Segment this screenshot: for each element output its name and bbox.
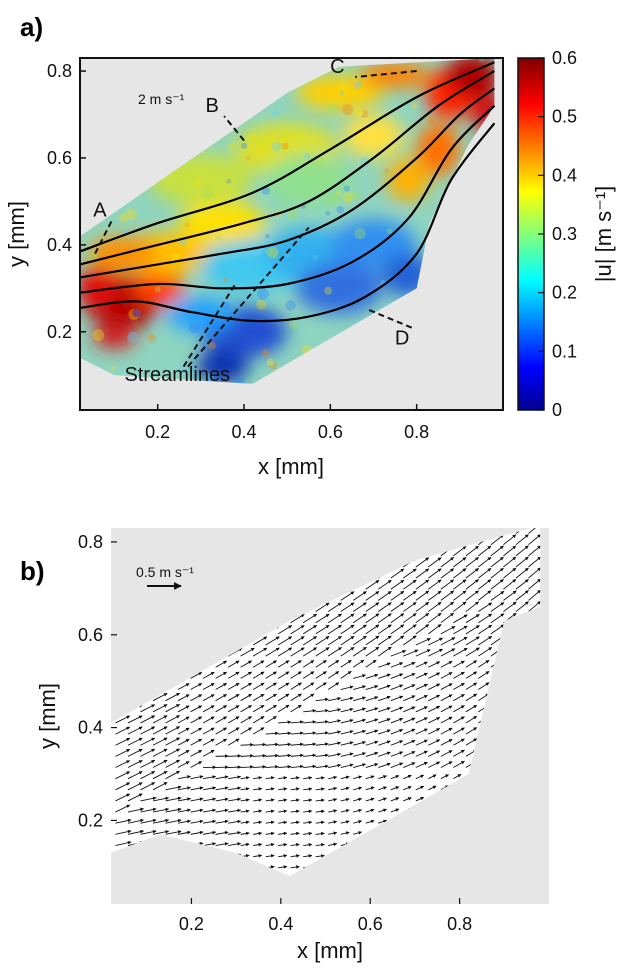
colorbar-tick-label: 0.2 bbox=[552, 283, 577, 303]
panel-a-y-tick-label: 0.8 bbox=[47, 61, 72, 81]
velocity-vector bbox=[228, 767, 241, 768]
panel-b-x-tick-label: 0.6 bbox=[358, 914, 383, 934]
panel-a-scale-label: 2 m s⁻¹ bbox=[138, 91, 185, 107]
colorbar-tick-label: 0.1 bbox=[552, 341, 577, 361]
heatmap-speckle-dot bbox=[265, 234, 270, 239]
panel-a-y-axis-label: y [mm] bbox=[4, 201, 29, 267]
colorbar-tick-label: 0.4 bbox=[552, 165, 577, 185]
heatmap-speckle-dot bbox=[281, 143, 288, 150]
panel-a-x-tick-label: 0.6 bbox=[318, 422, 343, 442]
heatmap-speckle-dot bbox=[92, 329, 104, 341]
heatmap-speckle-dot bbox=[148, 334, 157, 343]
heatmap-speckle-dot bbox=[324, 287, 332, 295]
heatmap-speckle-dot bbox=[280, 202, 284, 206]
colorbar-label: |u| [m s⁻¹] bbox=[591, 186, 616, 282]
heatmap-speckle-dot bbox=[330, 194, 340, 204]
heatmap-speckle-dot bbox=[119, 213, 129, 223]
heatmap-speckle-dot bbox=[241, 143, 247, 149]
heatmap-speckle-dot bbox=[387, 228, 393, 234]
colorbar-tick-label: 0.6 bbox=[552, 48, 577, 68]
heatmap-speckle-dot bbox=[385, 169, 389, 173]
heatmap-speckle-dot bbox=[267, 358, 275, 366]
heatmap-speckle-dot bbox=[267, 247, 278, 258]
heatmap-speckle-dot bbox=[343, 192, 354, 203]
heatmap-speckle-dot bbox=[189, 322, 200, 333]
heatmap-speckle-dot bbox=[428, 117, 435, 124]
heatmap-speckle-dot bbox=[336, 191, 341, 196]
annotation-label-A: A bbox=[93, 199, 107, 221]
streamlines-label: Streamlines bbox=[124, 364, 230, 386]
panel-b-y-tick-label: 0.6 bbox=[78, 625, 103, 645]
heatmap-speckle-dot bbox=[246, 156, 250, 160]
heatmap-speckle-dot bbox=[344, 185, 350, 191]
heatmap-speckle-dot bbox=[202, 188, 213, 199]
heatmap-speckle-dot bbox=[256, 300, 266, 310]
panel-b-x-tick-label: 0.2 bbox=[179, 914, 204, 934]
panel-b-y-axis-label: y [mm] bbox=[35, 683, 60, 749]
heatmap-speckle-dot bbox=[216, 235, 221, 240]
heatmap-speckle-dot bbox=[224, 278, 229, 283]
panel-a-x-tick-label: 0.2 bbox=[145, 422, 170, 442]
panel-a-y-tick-label: 0.2 bbox=[47, 322, 72, 342]
panel-a-y-tick-label: 0.4 bbox=[47, 235, 72, 255]
heatmap-speckle-dot bbox=[248, 133, 255, 140]
panel-a: a) A B C D Streamlines 2 m s⁻¹ 0.2 0.4 0.6 0.8 0… bbox=[4, 12, 616, 479]
heatmap-speckle-dot bbox=[265, 249, 269, 253]
heatmap-speckle-dot bbox=[262, 349, 270, 357]
heatmap-speckle-dot bbox=[229, 143, 235, 149]
heatmap-speckle-dot bbox=[342, 104, 353, 115]
heatmap-speckle-dot bbox=[185, 223, 190, 228]
heatmap-speckle-dot bbox=[325, 211, 330, 216]
panel-b-scale-label: 0.5 m s⁻¹ bbox=[136, 564, 194, 580]
annotation-label-D: D bbox=[395, 328, 409, 350]
heatmap-speckle-dot bbox=[127, 332, 138, 343]
panel-b-label: b) bbox=[20, 556, 45, 586]
annotation-label-C: C bbox=[330, 56, 344, 78]
heatmap-speckle-dot bbox=[110, 366, 115, 371]
panel-a-x-tick-label: 0.4 bbox=[232, 422, 257, 442]
heatmap-speckle-dot bbox=[285, 300, 295, 310]
heatmap-speckle-dot bbox=[166, 192, 175, 201]
heatmap-speckle-dot bbox=[194, 262, 199, 267]
heatmap-speckle-dot bbox=[354, 81, 362, 89]
heatmap-speckle-dot bbox=[272, 109, 280, 117]
heatmap-speckle-dot bbox=[354, 108, 363, 117]
heatmap-patch bbox=[179, 201, 265, 244]
heatmap-patch bbox=[296, 262, 382, 314]
heatmap-speckle-dot bbox=[304, 153, 311, 160]
heatmap-speckle-dot bbox=[132, 308, 141, 317]
heatmap-speckle-dot bbox=[354, 228, 365, 239]
heatmap-speckle-dot bbox=[412, 103, 417, 108]
colorbar-tick-label: 0.5 bbox=[552, 107, 577, 127]
heatmap-speckle-dot bbox=[309, 172, 314, 177]
panel-b-x-tick-label: 0.8 bbox=[447, 914, 472, 934]
panel-b-y-tick-label: 0.4 bbox=[78, 718, 103, 738]
heatmap-speckle-dot bbox=[155, 287, 161, 293]
heatmap-speckle-dot bbox=[313, 255, 318, 260]
heatmap-speckle-dot bbox=[340, 91, 345, 96]
panel-b: b) 0.5 m s⁻¹ 0.2 0.4 0.6 0.8 0.2 0.4 0.6 0.8 x … bbox=[20, 523, 553, 963]
colorbar-tick-label: 0 bbox=[552, 400, 562, 420]
heatmap-speckle-dot bbox=[272, 141, 282, 151]
panel-a-x-tick-label: 0.8 bbox=[404, 422, 429, 442]
heatmap-speckle-dot bbox=[194, 179, 201, 186]
heatmap-speckle-dot bbox=[226, 179, 231, 184]
panel-a-y-tick-label: 0.6 bbox=[47, 148, 72, 168]
heatmap-speckle-dot bbox=[289, 321, 298, 330]
heatmap-speckle-dot bbox=[327, 104, 336, 113]
panel-a-label: a) bbox=[20, 12, 43, 42]
panel-b-y-tick-label: 0.8 bbox=[78, 532, 103, 552]
heatmap-speckle-dot bbox=[285, 253, 290, 258]
panel-a-x-axis-label: x [mm] bbox=[258, 454, 324, 479]
panel-b-y-tick-label: 0.2 bbox=[78, 810, 103, 830]
velocity-vector bbox=[228, 756, 241, 757]
heatmap-speckle-dot bbox=[257, 288, 269, 300]
colorbar-tick-label: 0.3 bbox=[552, 224, 577, 244]
panel-b-x-axis-label: x [mm] bbox=[297, 938, 363, 963]
heatmap-speckle-dot bbox=[336, 206, 344, 214]
panel-b-x-tick-label: 0.4 bbox=[268, 914, 293, 934]
annotation-label-B: B bbox=[205, 95, 218, 117]
